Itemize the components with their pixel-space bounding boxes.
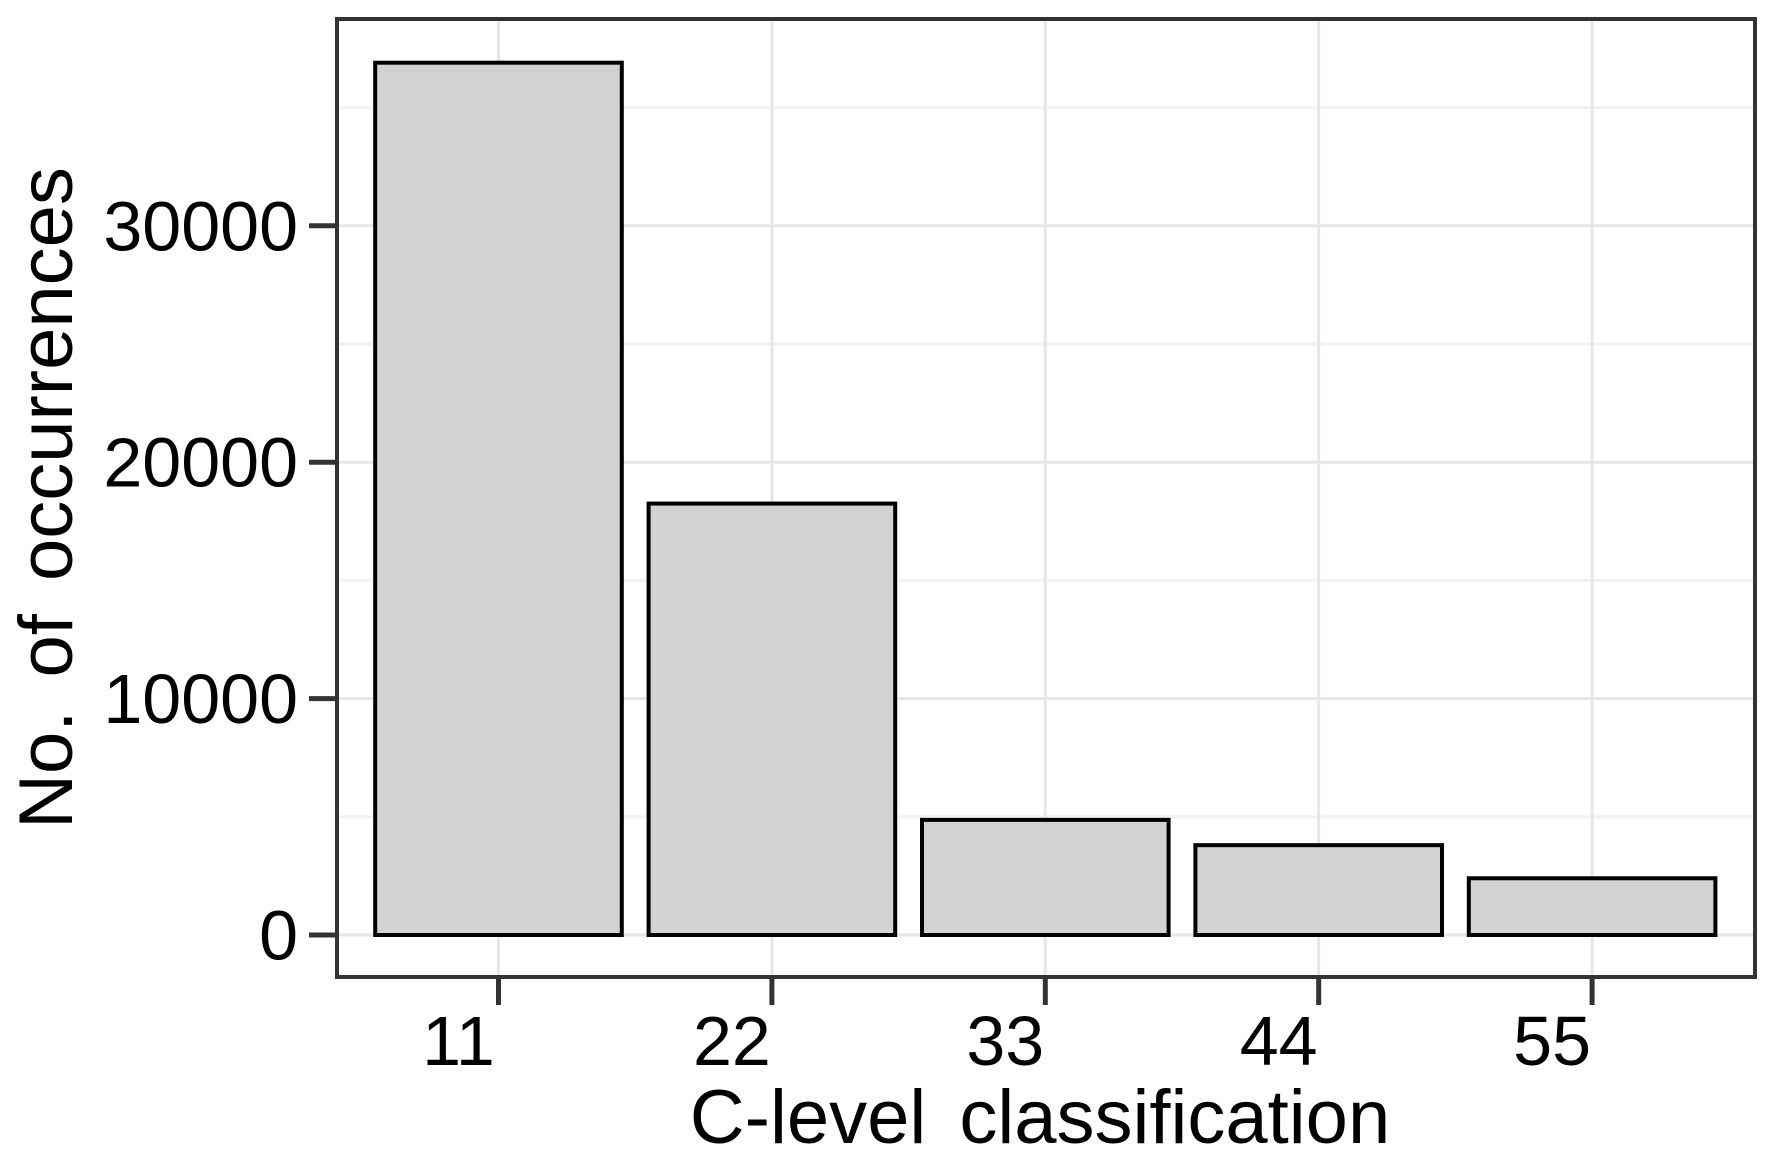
x-axis-tick-label: 22 <box>693 1002 771 1080</box>
bars-group <box>373 60 1718 938</box>
x-axis-tick-label: 11 <box>422 1002 495 1080</box>
bar <box>373 60 624 937</box>
y-axis-tick-label: 30000 <box>103 187 298 265</box>
x-axis-tick-label: 44 <box>1240 1002 1318 1080</box>
x-axis-tick-label: 55 <box>1513 1002 1591 1080</box>
bar <box>1193 843 1445 938</box>
y-axis-tick-label: 20000 <box>103 424 298 502</box>
x-axis-ticks <box>496 977 1595 1005</box>
x-axis-title: C-level classification <box>690 1075 1390 1160</box>
y-axis-title: No. of occurrences <box>4 167 89 829</box>
x-axis-tick-labels: 11 22 33 44 55 <box>422 1002 1591 1080</box>
y-axis-tick-label: 10000 <box>103 660 298 738</box>
x-axis-tick-label: 33 <box>966 1002 1044 1080</box>
bar <box>1466 876 1718 937</box>
y-axis-ticks <box>309 223 337 938</box>
bar <box>920 817 1171 938</box>
bar <box>646 501 898 937</box>
y-axis-tick-label: 0 <box>259 897 298 975</box>
y-axis-tick-labels: 0 10000 20000 30000 <box>103 187 298 974</box>
